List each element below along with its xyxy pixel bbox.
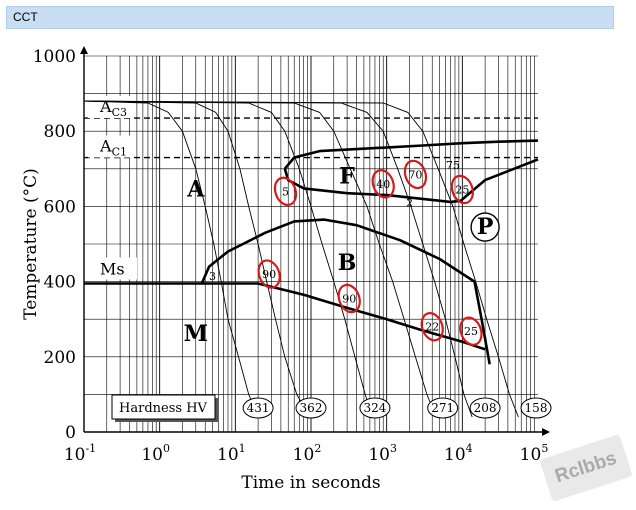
bainite-finish-line: [257, 282, 486, 351]
x-tick-label: 105: [520, 442, 549, 465]
annotations: 5 3 40 70 2 75 25 90 90 22 25 Hardness HV 431 362 324 2…: [111, 159, 552, 422]
x-tick-label: 102: [293, 442, 322, 465]
y-axis-title: Temperature (°C): [21, 168, 41, 320]
hardness-legend-label: Hardness HV: [119, 401, 208, 416]
cooling-curves: [83, 100, 519, 418]
hardness-value: 324: [363, 401, 386, 415]
reference-label-main: A: [99, 137, 112, 156]
x-tick-base: 10: [217, 445, 239, 465]
cooling-curve-431: [83, 100, 259, 418]
transformation-percent: 2: [406, 197, 413, 210]
x-tick-base: 10: [520, 445, 542, 465]
x-tick-label: 103: [368, 442, 397, 465]
x-tick-base: 10: [444, 445, 466, 465]
x-tick-exponent: 0: [163, 442, 170, 455]
hardness-value: 208: [474, 401, 497, 415]
y-tick-label: 800: [44, 122, 76, 142]
reference-label-main: A: [99, 97, 112, 116]
red-circle-annotation: [420, 312, 444, 342]
y-tick-label: 1000: [33, 47, 76, 67]
reference-label-ac1: AC1: [99, 137, 127, 159]
transformation-percent: 75: [446, 159, 460, 172]
x-tick-label: 100: [141, 442, 170, 465]
cooling-curve-208: [83, 100, 473, 418]
hardness-value: 431: [247, 401, 270, 415]
transformation-percent: 25: [455, 183, 469, 196]
hardness-value-oval: [427, 397, 459, 419]
ferrite-start-line: [283, 139, 539, 170]
y-tick-label: 200: [44, 348, 76, 368]
transformation-percent: 22: [425, 321, 439, 334]
y-tick-label: 0: [65, 423, 76, 443]
x-tick-exponent: 1: [239, 442, 246, 455]
reference-label-bg: [88, 135, 134, 158]
cooling-curve-271: [83, 100, 437, 418]
x-axis-title: Time in seconds: [241, 473, 380, 493]
red-circle-annotation: [371, 169, 395, 199]
x-tick-exponent: -1: [85, 442, 96, 455]
x-tick-base: 10: [368, 445, 390, 465]
transformation-percent: 25: [464, 325, 478, 338]
cooling-curve-158: [83, 100, 519, 418]
phase-label-f: F: [339, 163, 355, 189]
red-circle-annotation: [459, 316, 483, 346]
x-tick-label: 101: [217, 442, 246, 465]
hardness-value-oval: [469, 397, 501, 419]
x-tick-exponent: 5: [541, 442, 548, 455]
y-tick-label: 400: [44, 273, 76, 293]
x-tick-exponent: 4: [466, 442, 473, 455]
x-tick-exponent: 3: [390, 442, 397, 455]
ms-label-bg: [87, 257, 137, 280]
phase-circle-p: [470, 212, 500, 242]
hardness-value-oval: [359, 397, 391, 419]
red-circle-annotation: [450, 174, 474, 205]
phase-label-b: B: [338, 250, 357, 276]
reference-label-sub: C3: [112, 106, 127, 119]
reference-label-sub: C1: [112, 146, 127, 159]
red-circle-annotation: [337, 283, 361, 314]
red-circle-annotation: [273, 176, 298, 207]
transformation-percent: 40: [376, 178, 390, 191]
transformation-percent: 70: [408, 168, 422, 181]
cooling-curve-362: [83, 100, 310, 418]
transformation-percent: 5: [282, 185, 289, 198]
phase-labels: Ms A F B M P: [87, 163, 500, 347]
phase-label-a: A: [186, 176, 205, 202]
x-tick-label: 10-1: [64, 442, 96, 465]
x-tick-base: 10: [64, 445, 86, 465]
ms-label: Ms: [100, 259, 125, 278]
x-axis-arrow: [542, 428, 550, 436]
window-title: CCT: [6, 6, 614, 29]
transformation-percent: 3: [209, 270, 216, 283]
hardness-legend-box: [111, 394, 216, 420]
hardness-value-oval: [520, 397, 552, 419]
x-tick-label: 104: [444, 442, 473, 465]
hardness-value-oval: [295, 397, 327, 419]
x-tick-exponent: 2: [314, 442, 321, 455]
grid: [84, 55, 538, 432]
y-tick-label: 600: [44, 197, 76, 217]
martensite-boundary-line: [473, 281, 491, 365]
cooling-curve-324: [83, 100, 373, 418]
hardness-value: 362: [300, 401, 323, 415]
phase-label-m: M: [184, 321, 208, 347]
bainite-start-line: [200, 218, 476, 285]
transformation-percent: 90: [262, 268, 276, 281]
hardness-value: 158: [525, 401, 548, 415]
y-axis-arrow: [80, 46, 88, 54]
hardness-value: 271: [431, 401, 454, 415]
transformation-percent: 90: [342, 293, 356, 306]
phase-label-p: P: [477, 214, 494, 240]
red-circle-annotation: [257, 259, 281, 289]
red-circle-annotation: [403, 159, 428, 190]
x-tick-base: 10: [293, 445, 315, 465]
x-tick-base: 10: [141, 445, 163, 465]
hardness-value-oval: [242, 397, 274, 419]
